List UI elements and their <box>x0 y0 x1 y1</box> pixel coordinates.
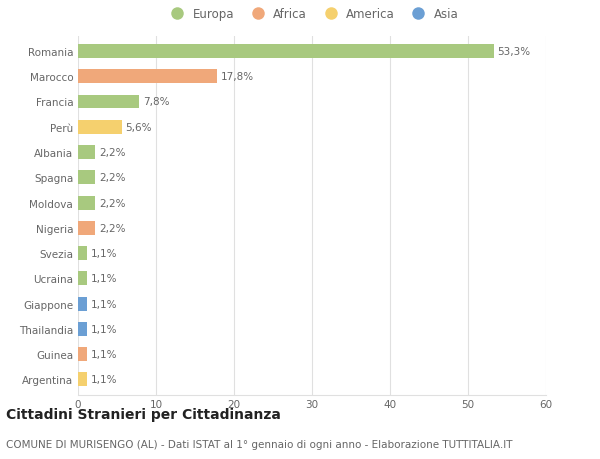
Bar <box>78 196 95 210</box>
Text: Cittadini Stranieri per Cittadinanza: Cittadini Stranieri per Cittadinanza <box>6 407 281 421</box>
Text: 7,8%: 7,8% <box>143 97 169 107</box>
Text: 1,1%: 1,1% <box>91 274 117 284</box>
Text: 2,2%: 2,2% <box>99 198 125 208</box>
Bar <box>78 297 86 311</box>
Legend: Europa, Africa, America, Asia: Europa, Africa, America, Asia <box>161 3 463 26</box>
Bar <box>78 121 122 134</box>
Bar <box>78 347 86 361</box>
Text: 53,3%: 53,3% <box>497 47 531 57</box>
Bar <box>78 246 86 260</box>
Text: 1,1%: 1,1% <box>91 324 117 334</box>
Bar <box>78 322 86 336</box>
Bar <box>78 171 95 185</box>
Text: 1,1%: 1,1% <box>91 375 117 385</box>
Text: 1,1%: 1,1% <box>91 299 117 309</box>
Text: 1,1%: 1,1% <box>91 249 117 258</box>
Bar <box>78 373 86 386</box>
Text: 17,8%: 17,8% <box>221 72 254 82</box>
Text: 2,2%: 2,2% <box>99 148 125 158</box>
Text: 2,2%: 2,2% <box>99 224 125 233</box>
Bar <box>78 95 139 109</box>
Bar <box>78 221 95 235</box>
Text: 1,1%: 1,1% <box>91 349 117 359</box>
Bar <box>78 146 95 160</box>
Bar <box>78 45 494 59</box>
Bar <box>78 70 217 84</box>
Text: COMUNE DI MURISENGO (AL) - Dati ISTAT al 1° gennaio di ogni anno - Elaborazione : COMUNE DI MURISENGO (AL) - Dati ISTAT al… <box>6 440 512 449</box>
Text: 2,2%: 2,2% <box>99 173 125 183</box>
Text: 5,6%: 5,6% <box>125 123 152 133</box>
Bar <box>78 272 86 285</box>
